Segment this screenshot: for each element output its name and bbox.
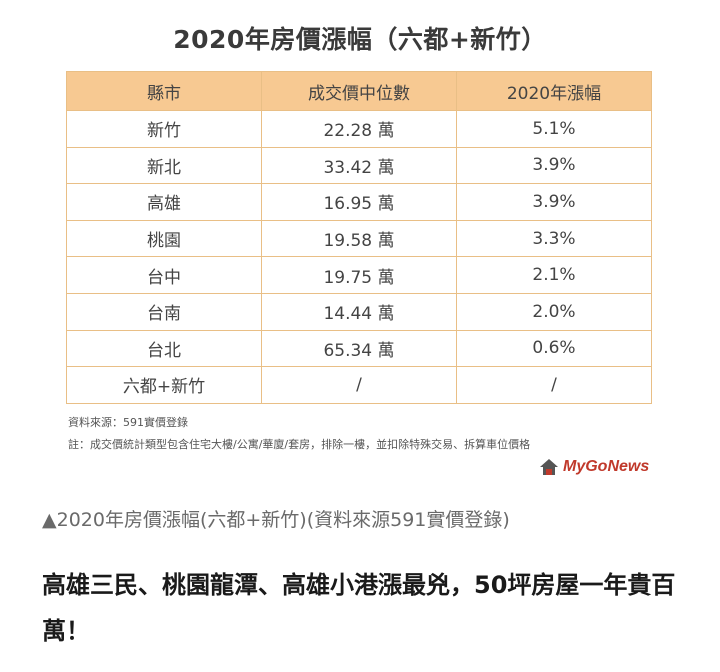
cell-growth: /: [456, 366, 652, 404]
table-row: 六都+新竹 / /: [66, 366, 652, 404]
figure-title: 2020年房價漲幅（六都+新竹）: [173, 25, 547, 54]
cell-growth: 2.0%: [456, 292, 652, 331]
column-header-growth: 2020年漲幅: [456, 71, 652, 111]
table-row: 台中 19.75 萬 2.1%: [66, 256, 652, 294]
column-header-median-price: 成交價中位數: [261, 71, 457, 111]
cell-median-price: 16.95 萬: [261, 183, 457, 221]
cell-city: 新北: [66, 146, 262, 185]
logo-text: MyGoNews: [563, 458, 650, 475]
article-headline: 高雄三民、桃園龍潭、高雄小港漲最兇，50坪房屋一年貴百萬！: [42, 571, 676, 645]
column-header-city: 縣市: [66, 71, 262, 111]
cell-city: 新竹: [66, 110, 262, 148]
table-row: 新北 33.42 萬 3.9%: [66, 146, 652, 185]
cell-city: 台北: [66, 329, 262, 368]
table-row: 新竹 22.28 萬 5.1%: [66, 110, 652, 148]
cell-growth: 3.9%: [456, 146, 652, 185]
cell-growth: 3.9%: [456, 183, 652, 221]
cell-city: 台南: [66, 292, 262, 331]
cell-growth: 2.1%: [456, 256, 652, 294]
house-logo-icon: [540, 459, 558, 475]
cell-growth: 3.3%: [456, 219, 652, 258]
cell-median-price: 65.34 萬: [261, 329, 457, 368]
cell-growth: 0.6%: [456, 329, 652, 368]
footnote: 註：成交價統計類型包含住宅大樓/公寓/華廈/套房，排除一樓，並扣除特殊交易、拆算…: [68, 438, 531, 451]
cell-growth: 5.1%: [456, 110, 652, 148]
table-row: 桃園 19.58 萬 3.3%: [66, 219, 652, 258]
table-row: 台南 14.44 萬 2.0%: [66, 292, 652, 331]
cell-median-price: 14.44 萬: [261, 292, 457, 331]
cell-city: 高雄: [66, 183, 262, 221]
table-header-row: 縣市 成交價中位數 2020年漲幅: [66, 71, 652, 111]
cell-median-price: 19.58 萬: [261, 219, 457, 258]
cell-median-price: 22.28 萬: [261, 110, 457, 148]
cell-median-price: 19.75 萬: [261, 256, 457, 294]
source-note: 資料來源：591實價登錄: [68, 416, 188, 429]
mygonews-logo: MyGoNews: [539, 456, 649, 478]
cell-median-price: /: [261, 366, 457, 404]
table-row: 台北 65.34 萬 0.6%: [66, 329, 652, 368]
cell-city: 六都+新竹: [66, 366, 262, 404]
cell-median-price: 33.42 萬: [261, 146, 457, 185]
table-row: 高雄 16.95 萬 3.9%: [66, 183, 652, 221]
cell-city: 桃園: [66, 219, 262, 258]
cell-city: 台中: [66, 256, 262, 294]
image-caption: ▲2020年房價漲幅(六都+新竹)(資料來源591實價登錄): [42, 509, 510, 531]
price-rate-table: 縣市 成交價中位數 2020年漲幅 新竹 22.28 萬 5.1% 新北 33.…: [66, 71, 652, 404]
article-figure: 2020年房價漲幅（六都+新竹） 縣市 成交價中位數 2020年漲幅 新竹 22…: [66, 25, 652, 478]
